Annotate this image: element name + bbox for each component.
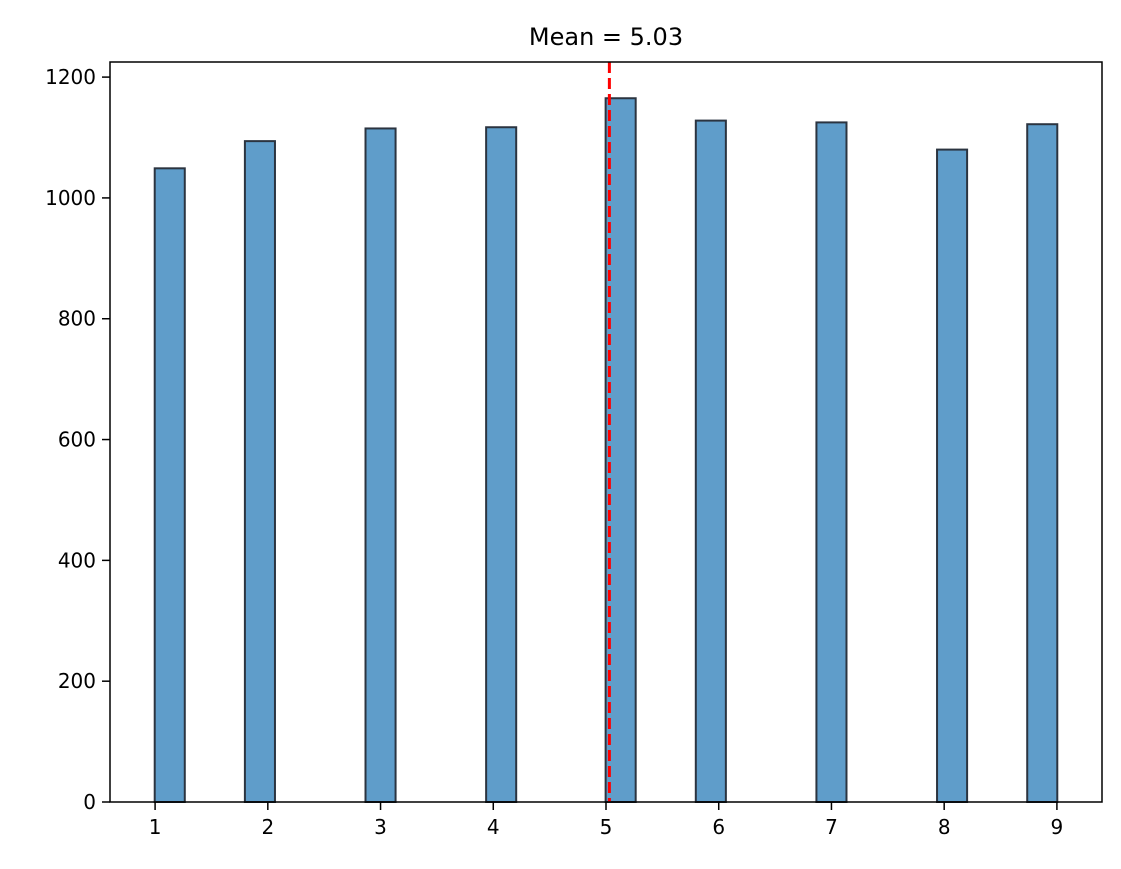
x-tick-label: 7: [825, 815, 838, 839]
histogram-bar-6: [694, 119, 727, 803]
y-tick-label: 200: [58, 669, 96, 693]
chart-title: Mean = 5.03: [529, 23, 683, 51]
x-tick-label: 2: [261, 815, 274, 839]
x-tick-label: 9: [1051, 815, 1064, 839]
y-tick-label: 0: [83, 790, 96, 814]
histogram-bar-8: [936, 148, 969, 803]
y-tick-label: 1000: [45, 186, 96, 210]
y-tick-label: 400: [58, 548, 96, 572]
histogram-bar-3: [364, 127, 397, 803]
x-tick-label: 8: [938, 815, 951, 839]
histogram-bar-9: [1026, 123, 1059, 804]
y-axis-ticks: 0 200 400 600 800 1000 1200: [45, 65, 110, 814]
histogram-bar-1: [153, 167, 186, 804]
histogram-bar-4: [485, 126, 518, 803]
histogram-bar-2: [243, 140, 276, 803]
histogram-bar-7: [815, 121, 848, 804]
x-tick-label: 3: [374, 815, 387, 839]
x-axis-ticks: 1 2 3 4 5 6 7 8 9: [149, 802, 1064, 839]
x-tick-label: 1: [149, 815, 162, 839]
x-tick-label: 4: [487, 815, 500, 839]
x-tick-label: 6: [712, 815, 725, 839]
y-tick-label: 1200: [45, 65, 96, 89]
y-tick-label: 600: [58, 428, 96, 452]
y-tick-label: 800: [58, 307, 96, 331]
bars-group: [153, 97, 1059, 804]
x-tick-label: 5: [600, 815, 613, 839]
